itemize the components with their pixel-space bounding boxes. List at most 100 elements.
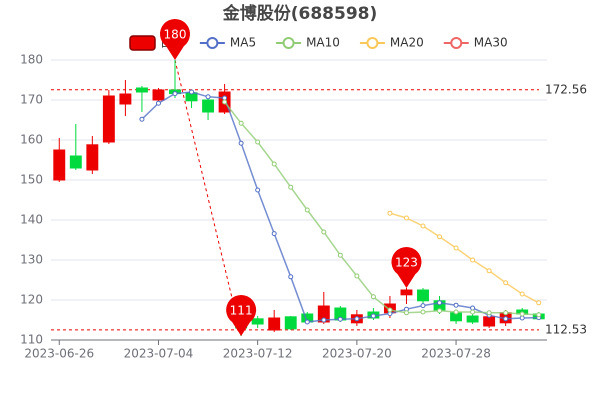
legend-label: MA20 [390, 36, 424, 50]
ma-point [354, 316, 360, 322]
ma-point [387, 307, 393, 313]
candle-body [53, 149, 66, 181]
x-tick-label: 2023-06-26 [24, 347, 94, 361]
ma-point [304, 319, 310, 325]
x-tick-label: 2023-07-28 [421, 347, 491, 361]
ma-point [536, 300, 542, 306]
ma-point [271, 231, 277, 237]
ma-point [519, 311, 525, 317]
ma-point [189, 89, 195, 95]
legend-label: MA10 [306, 36, 340, 50]
ma-point [321, 317, 327, 323]
ma-point [519, 315, 525, 321]
y-tick-label: 160 [20, 133, 43, 147]
candle-body [284, 316, 297, 330]
legend-label: MA30 [474, 36, 508, 50]
legend-icon [129, 35, 156, 51]
ma-line [389, 212, 540, 304]
ma-point [486, 310, 492, 316]
ma-point [503, 310, 509, 316]
ma-point [503, 280, 509, 286]
ma-point [337, 316, 343, 322]
ma-point [403, 215, 409, 221]
y-tick-label: 120 [20, 293, 43, 307]
y-tick-label: 150 [20, 173, 43, 187]
pin [226, 295, 257, 336]
ma-point [321, 229, 327, 235]
mark-line-label: 112.53 [545, 322, 587, 336]
ma-point [420, 223, 426, 229]
candle-body [268, 317, 281, 331]
mark-link [174, 59, 242, 337]
y-tick-label: 140 [20, 213, 43, 227]
candle-body [86, 144, 99, 171]
ma-point [139, 116, 145, 122]
x-tick-label: 2023-07-20 [322, 347, 392, 361]
ma-point [536, 312, 542, 318]
ma-point [337, 252, 343, 258]
candle-body [483, 316, 496, 327]
legend-icon [282, 37, 295, 49]
ma-point [288, 184, 294, 190]
candle-body [152, 89, 165, 101]
ma-point [370, 294, 376, 300]
candle-body [69, 155, 82, 169]
legend-icon [450, 37, 463, 49]
ma-point [354, 273, 360, 279]
ma-point [437, 300, 443, 306]
ma-point [519, 291, 525, 297]
x-tick-label: 2023-07-04 [124, 347, 194, 361]
ma-point [503, 316, 509, 322]
ma-point [453, 302, 459, 308]
ma-point [470, 309, 476, 315]
candle-body [466, 315, 479, 323]
pin-label: 123 [395, 256, 418, 270]
ma-point [222, 99, 228, 105]
mark-line-label: 172.56 [545, 82, 587, 96]
candle-body [102, 95, 115, 143]
ma-point [304, 207, 310, 213]
y-tick-label: 110 [20, 333, 43, 347]
y-tick-label: 130 [20, 253, 43, 267]
pin [160, 19, 190, 60]
legend-icon [366, 37, 379, 49]
candle-body [135, 87, 148, 93]
ma-point [387, 210, 393, 216]
candle-body [202, 99, 215, 113]
ma-point [205, 94, 211, 100]
ma-line [224, 101, 539, 316]
ma-point [420, 309, 426, 315]
ma-point [453, 245, 459, 251]
ma-point [486, 268, 492, 274]
candle-body [251, 318, 264, 325]
ma-point [255, 187, 261, 193]
ma-point [437, 308, 443, 314]
ma-point [238, 120, 244, 126]
ma-point [288, 274, 294, 280]
ma-point [437, 234, 443, 240]
chart-title: 金博股份(688598) [222, 3, 378, 24]
ma-point [403, 310, 409, 316]
ma-point [470, 305, 476, 311]
pin-label: 180 [164, 28, 187, 42]
ma-point [255, 139, 261, 145]
x-tick-label: 2023-07-12 [223, 347, 293, 361]
ma-point [420, 303, 426, 309]
y-tick-label: 180 [20, 53, 43, 67]
legend-icon [206, 37, 219, 49]
ma-point [271, 161, 277, 167]
ma-point [172, 91, 178, 97]
ma-point [453, 309, 459, 315]
candle-body [119, 93, 132, 105]
ma-point [238, 140, 244, 146]
ma-point [155, 100, 161, 106]
y-tick-label: 170 [20, 93, 43, 107]
ma-point [370, 313, 376, 319]
candle-body [400, 289, 413, 296]
pin [391, 247, 422, 288]
pin-label: 111 [230, 304, 253, 318]
candle-body [417, 289, 429, 302]
legend-label: MA5 [230, 36, 256, 50]
ma-point [222, 95, 228, 101]
